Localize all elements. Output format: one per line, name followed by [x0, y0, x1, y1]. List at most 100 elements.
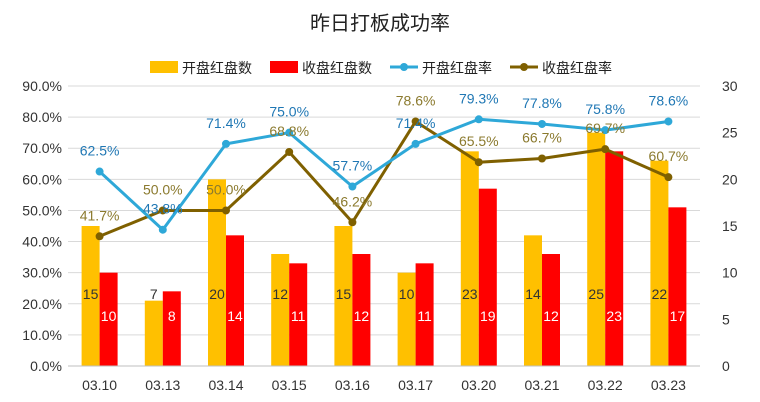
data-labels: 1510782014121115121011231914122523221741…: [80, 90, 689, 324]
close-bar-value-label: 11: [417, 308, 432, 324]
open-red-rate-label: 77.8%: [522, 95, 562, 111]
open-bar-value-label: 15: [83, 286, 99, 302]
open-red-rate-label: 57.7%: [333, 157, 373, 173]
open-red-count-bar: [587, 132, 606, 366]
legend-swatch-bar: [270, 61, 298, 73]
y-left-tick-label: 10.0%: [22, 327, 62, 343]
close-red-rate-label: 41.7%: [80, 207, 120, 223]
y-left-tick-label: 90.0%: [22, 78, 62, 94]
open-red-rate-label: 78.6%: [649, 92, 689, 108]
x-tick-label: 03.13: [145, 377, 180, 393]
open-red-count-bar: [524, 235, 542, 366]
close-red-count-bar: [289, 263, 308, 366]
close-red-rate-line: [99, 119, 670, 238]
open-bar-value-label: 23: [462, 286, 478, 302]
open-red-rate-point: [285, 128, 294, 137]
close-red-rate-label: 60.7%: [649, 148, 689, 164]
open-red-count-bar: [208, 179, 226, 366]
open-red-rate-label: 79.3%: [459, 90, 499, 106]
close-red-rate-point: [285, 147, 294, 156]
close-red-rate-point: [222, 206, 230, 215]
open-red-rate-point: [538, 119, 546, 128]
open-red-rate-label: 62.5%: [80, 143, 120, 159]
close-bar-value-label: 12: [354, 308, 370, 324]
close-red-rate-label: 46.2%: [333, 193, 373, 209]
open-red-count-bar: [144, 300, 163, 366]
open-red-count-bar: [650, 160, 669, 366]
y-right-tick-label: 25: [722, 125, 738, 141]
y-right-tick-label: 15: [722, 218, 738, 234]
x-tick-label: 03.22: [588, 377, 623, 393]
close-red-count-bar: [605, 151, 624, 366]
open-bar-value-label: 12: [272, 286, 288, 302]
open-red-rate-line: [98, 117, 669, 232]
open-red-rate-label: 43.8%: [143, 201, 183, 217]
close-red-rate-label: 65.5%: [459, 133, 499, 149]
x-tick-label: 03.23: [651, 377, 686, 393]
lines: [95, 115, 673, 241]
x-tick-label: 03.17: [398, 377, 433, 393]
legend: 开盘红盘数 收盘红盘数 开盘红盘率 收盘红盘率: [150, 60, 612, 76]
x-tick-label: 03.10: [82, 377, 117, 393]
close-red-rate-point: [664, 173, 673, 182]
open-red-rate-label: 75.0%: [269, 104, 309, 120]
open-bar-value-label: 25: [588, 286, 604, 302]
open-red-rate-label: 71.4%: [396, 115, 436, 131]
close-red-count-bar: [226, 235, 244, 366]
close-red-rate-point: [538, 154, 546, 163]
close-red-count-bar: [162, 291, 181, 366]
open-bar-value-label: 7: [150, 286, 158, 302]
open-bar-value-label: 22: [652, 286, 668, 302]
y-right-tick-label: 20: [722, 171, 738, 187]
open-red-rate-point: [348, 182, 357, 191]
y-right-tick-label: 10: [722, 265, 738, 281]
close-red-count-bar: [542, 254, 560, 366]
y-left-tick-label: 20.0%: [22, 296, 62, 312]
open-red-rate-point: [601, 126, 610, 135]
legend-label: 开盘红盘数: [182, 60, 252, 76]
close-bar-value-label: 17: [670, 308, 686, 324]
y-right-tick-label: 5: [722, 311, 730, 327]
close-bar-value-label: 11: [291, 308, 306, 324]
close-red-rate-label: 68.8%: [269, 123, 309, 139]
close-bar-value-label: 10: [101, 308, 117, 324]
legend-swatch-marker: [400, 63, 408, 71]
chart-title: 昨日打板成功率: [310, 12, 450, 35]
open-red-rate-point: [95, 167, 104, 176]
open-red-rate-point: [158, 225, 167, 234]
close-red-count-bar: [352, 254, 371, 366]
open-red-rate-label: 71.4%: [206, 115, 246, 131]
legend-swatch-marker: [520, 63, 528, 71]
close-bar-value-label: 14: [227, 308, 243, 324]
y-right-tick-label: 30: [722, 78, 738, 94]
close-red-count-bar: [478, 188, 497, 366]
close-red-rate-label: 78.6%: [396, 92, 436, 108]
close-red-rate-point: [348, 218, 357, 227]
open-red-rate-point: [664, 117, 673, 126]
x-tick-label: 03.20: [461, 377, 496, 393]
x-tick-label: 03.21: [524, 377, 559, 393]
close-red-rate-point: [411, 117, 420, 126]
open-red-count-bar: [81, 226, 100, 366]
close-red-rate-point: [158, 206, 167, 215]
y-left-tick-label: 0.0%: [30, 358, 62, 374]
open-red-count-bar: [271, 254, 290, 366]
close-red-count-bar: [668, 207, 687, 366]
open-bar-value-label: 15: [336, 286, 352, 302]
close-red-rate-label: 66.7%: [522, 129, 562, 145]
x-tick-label: 03.15: [272, 377, 307, 393]
close-bar-value-label: 8: [168, 308, 176, 324]
legend-label: 收盘红盘率: [542, 60, 612, 76]
y-right-tick-label: 0: [722, 358, 730, 374]
close-red-count-bar: [415, 263, 434, 366]
close-bar-value-label: 12: [543, 308, 559, 324]
close-red-rate-label: 50.0%: [206, 181, 246, 197]
close-red-rate-label: 50.0%: [143, 181, 183, 197]
y-left-tick-label: 70.0%: [22, 140, 62, 156]
close-bar-value-label: 19: [480, 308, 496, 324]
open-red-rate-point: [474, 115, 483, 124]
open-red-rate-point: [411, 139, 420, 148]
open-bar-value-label: 10: [399, 286, 415, 302]
